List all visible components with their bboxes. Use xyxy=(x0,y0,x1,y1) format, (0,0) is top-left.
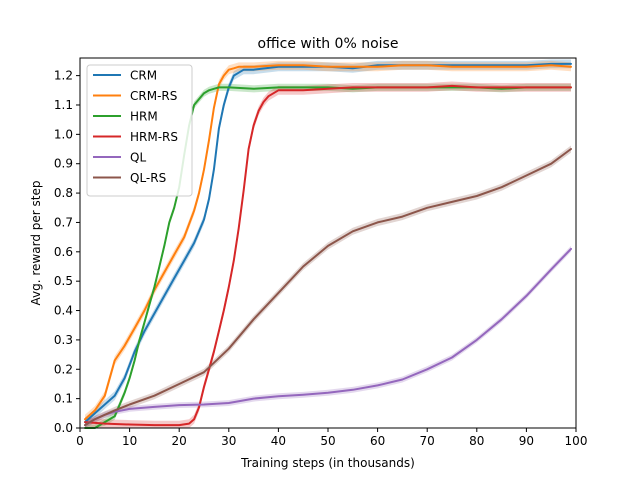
y-tick-label: 0.1 xyxy=(54,392,73,406)
x-tick-label: 0 xyxy=(76,434,84,448)
y-axis-label: Avg. reward per step xyxy=(29,181,43,306)
x-axis-label: Training steps (in thousands) xyxy=(240,456,415,470)
y-tick-label: 1.2 xyxy=(54,69,73,83)
y-tick-label: 0.3 xyxy=(54,333,73,347)
y-tick-label: 0.8 xyxy=(54,186,73,200)
y-tick-label: 1.1 xyxy=(54,98,73,112)
x-tick-label: 50 xyxy=(320,434,335,448)
x-tick-label: 10 xyxy=(122,434,137,448)
legend-box xyxy=(86,64,193,197)
y-tick-label: 0.2 xyxy=(54,362,73,376)
x-tick-label: 100 xyxy=(565,434,588,448)
band-ql xyxy=(85,245,571,428)
legend: CRM CRM-RS HRM HRM-RS QL QL-RS xyxy=(86,64,193,197)
y-tick-label: 0.7 xyxy=(54,215,73,229)
x-tick-label: 40 xyxy=(271,434,286,448)
y-tick-label: 0.6 xyxy=(54,245,73,259)
x-tick-label: 90 xyxy=(519,434,534,448)
series-line-ql-rs xyxy=(84,148,572,427)
y-tick-label: 0.0 xyxy=(54,421,73,435)
series-line-crm-rs xyxy=(84,64,572,421)
chart-title: office with 0% noise xyxy=(258,36,399,52)
x-axis-ticks: 0 10 20 30 40 50 60 70 80 90 100 xyxy=(76,428,587,448)
legend-label-hrm-rs: HRM-RS xyxy=(130,130,178,144)
y-tick-label: 1.0 xyxy=(54,127,73,141)
y-tick-label: 0.9 xyxy=(54,157,73,171)
band-ql-rs xyxy=(85,145,571,428)
series-line-hrm-rs xyxy=(84,84,572,427)
legend-label-hrm: HRM xyxy=(130,110,158,124)
series-line-ql xyxy=(84,247,572,427)
legend-label-ql-rs: QL-RS xyxy=(130,171,166,185)
series-lines xyxy=(84,62,572,429)
x-tick-label: 80 xyxy=(469,434,484,448)
x-tick-label: 20 xyxy=(172,434,187,448)
y-axis-ticks: 0.0 0.1 0.2 0.3 0.4 0.5 0.6 0.7 0.8 0.9 1.0 1.1 1.2 xyxy=(54,69,80,435)
legend-label-crm-rs: CRM-RS xyxy=(130,89,177,103)
y-tick-label: 0.4 xyxy=(54,304,73,318)
legend-label-ql: QL xyxy=(130,151,146,165)
x-tick-label: 30 xyxy=(221,434,236,448)
y-tick-label: 0.5 xyxy=(54,274,73,288)
x-tick-label: 70 xyxy=(420,434,435,448)
legend-label-crm: CRM xyxy=(130,69,157,83)
x-tick-label: 60 xyxy=(370,434,385,448)
